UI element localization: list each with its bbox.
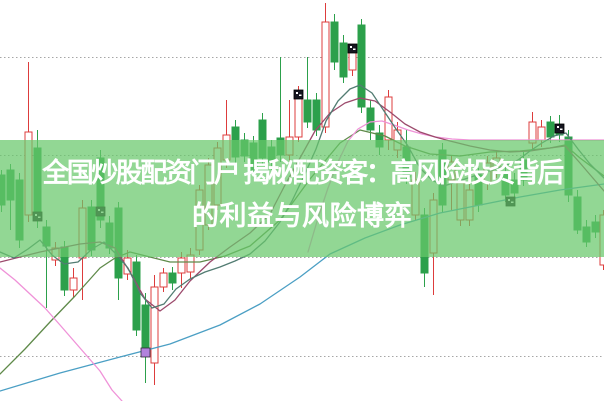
ma-pink-left bbox=[0, 267, 123, 401]
headline-line-1: 全国炒股配资门户 揭秘配资客：高风险投资背后 bbox=[42, 158, 564, 188]
down-candle bbox=[366, 107, 375, 131]
up-candle bbox=[159, 272, 168, 288]
event-marker-icon bbox=[293, 89, 304, 100]
up-candle bbox=[537, 126, 546, 141]
headline-line-2: 的利益与风险博弈 bbox=[192, 201, 412, 231]
down-candle bbox=[339, 42, 348, 78]
up-candle bbox=[69, 277, 78, 291]
event-marker-icon bbox=[554, 123, 565, 134]
down-candle bbox=[168, 272, 177, 284]
down-candle bbox=[546, 121, 555, 138]
up-candle bbox=[321, 21, 330, 128]
down-candle bbox=[132, 261, 141, 331]
up-candle bbox=[150, 286, 159, 364]
down-candle bbox=[303, 99, 312, 123]
down-candle bbox=[141, 304, 150, 356]
up-candle bbox=[177, 257, 186, 274]
headline-banner: 全国炒股配资门户 揭秘配资客：高风险投资背后 的利益与风险博弈 bbox=[0, 140, 604, 257]
event-marker-icon bbox=[140, 347, 151, 358]
up-candle bbox=[123, 257, 132, 275]
event-marker-icon bbox=[347, 43, 358, 54]
down-candle bbox=[357, 24, 366, 108]
up-candle bbox=[348, 51, 357, 71]
up-candle bbox=[186, 254, 195, 273]
down-candle bbox=[330, 21, 339, 63]
up-candle bbox=[294, 92, 303, 138]
